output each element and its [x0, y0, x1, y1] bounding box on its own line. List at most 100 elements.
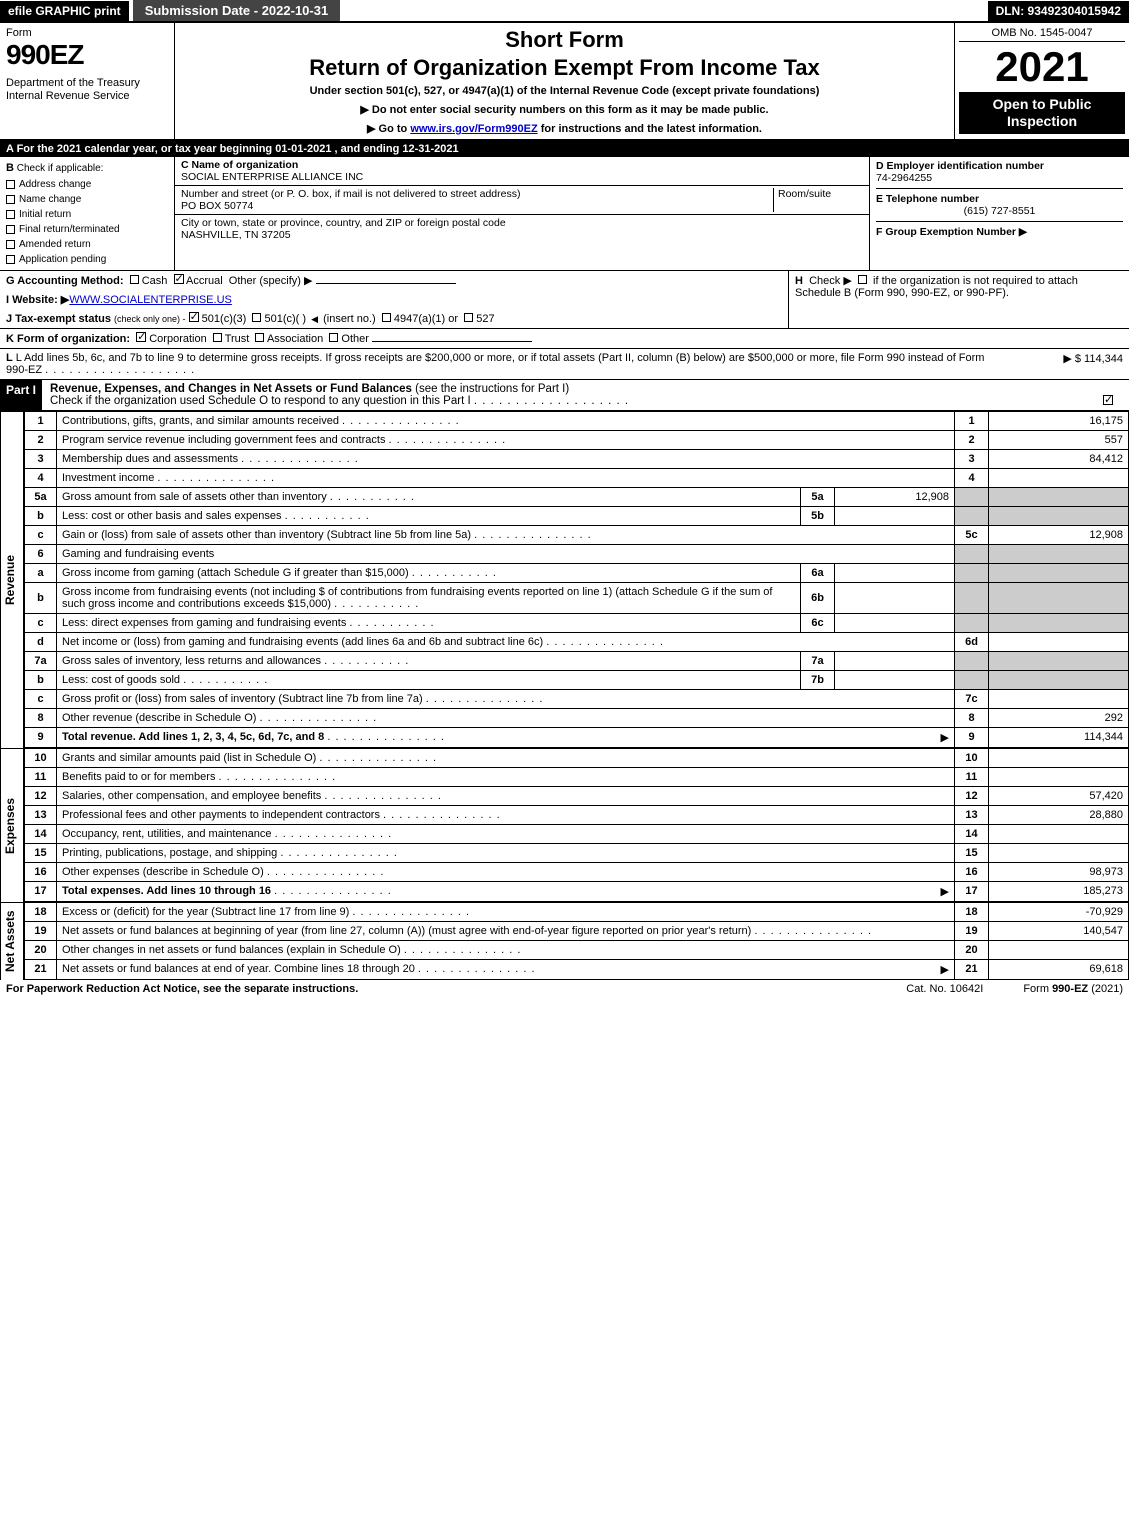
org-city: NASHVILLE, TN 37205 — [181, 229, 291, 241]
cb-application-pending[interactable]: Application pending — [6, 252, 168, 267]
line-number: 19 — [25, 921, 57, 940]
department-label: Department of the Treasury Internal Reve… — [6, 77, 168, 103]
line-desc: Less: cost or other basis and sales expe… — [57, 506, 801, 525]
header-left: Form 990EZ Department of the Treasury In… — [0, 23, 175, 139]
paperwork-notice: For Paperwork Reduction Act Notice, see … — [6, 983, 866, 995]
line-desc: Membership dues and assessments — [57, 449, 955, 468]
gross-receipts-line: L L Add lines 5b, 6c, and 7b to line 9 t… — [0, 349, 1129, 380]
line-desc: Total expenses. Add lines 10 through 16 … — [57, 881, 955, 901]
cb-501c3[interactable] — [189, 312, 199, 322]
cb-cash[interactable] — [130, 275, 139, 284]
line-desc: Contributions, gifts, grants, and simila… — [57, 411, 955, 430]
city-label: City or town, state or province, country… — [181, 217, 506, 229]
line-amount-shaded — [989, 563, 1129, 582]
line-number: 13 — [25, 805, 57, 824]
cb-schedule-b[interactable] — [858, 275, 867, 284]
table-row: cGross profit or (loss) from sales of in… — [25, 689, 1129, 708]
efile-label[interactable]: efile GRAPHIC print — [0, 1, 129, 21]
line-ref: 11 — [955, 767, 989, 786]
line-desc: Benefits paid to or for members — [57, 767, 955, 786]
line-amount: 185,273 — [989, 881, 1129, 901]
cb-other-org[interactable] — [329, 333, 338, 342]
line-number: 3 — [25, 449, 57, 468]
line-number: 12 — [25, 786, 57, 805]
cb-501c[interactable] — [252, 313, 261, 322]
line-ref: 5c — [955, 525, 989, 544]
cb-527[interactable] — [464, 313, 473, 322]
table-row: 20Other changes in net assets or fund ba… — [25, 940, 1129, 959]
website-link[interactable]: WWW.SOCIALENTERPRISE.US — [69, 294, 232, 306]
line-amount-shaded — [989, 613, 1129, 632]
line-amount-shaded — [989, 651, 1129, 670]
cb-final-return[interactable]: Final return/terminated — [6, 222, 168, 237]
line-amount: 140,547 — [989, 921, 1129, 940]
table-row: 10Grants and similar amounts paid (list … — [25, 748, 1129, 767]
cb-initial-return[interactable]: Initial return — [6, 207, 168, 222]
table-row: 14Occupancy, rent, utilities, and mainte… — [25, 824, 1129, 843]
room-label: Room/suite — [778, 188, 831, 200]
line-desc: Other expenses (describe in Schedule O) — [57, 862, 955, 881]
line-ref: 18 — [955, 902, 989, 921]
line-amount: 57,420 — [989, 786, 1129, 805]
table-row: 12Salaries, other compensation, and empl… — [25, 786, 1129, 805]
line-desc: Salaries, other compensation, and employ… — [57, 786, 955, 805]
cb-name-change[interactable]: Name change — [6, 192, 168, 207]
irs-link[interactable]: www.irs.gov/Form990EZ — [410, 123, 537, 135]
cb-trust[interactable] — [213, 333, 222, 342]
expenses-side-label: Expenses — [0, 748, 24, 902]
ein-value: 74-2964255 — [876, 172, 932, 184]
info-grid: B Check if applicable: Address change Na… — [0, 157, 1129, 271]
cb-corporation[interactable] — [136, 332, 146, 342]
table-row: 19Net assets or fund balances at beginni… — [25, 921, 1129, 940]
cb-4947[interactable] — [382, 313, 391, 322]
line-ref: 1 — [955, 411, 989, 430]
line-desc: Program service revenue including govern… — [57, 430, 955, 449]
public-inspection: Open to Public Inspection — [959, 92, 1125, 134]
form-ref: Form 990-EZ (2021) — [1023, 983, 1123, 995]
netassets-section: Net Assets 18Excess or (deficit) for the… — [0, 902, 1129, 980]
netassets-side-label: Net Assets — [0, 902, 24, 980]
line-amount: 12,908 — [989, 525, 1129, 544]
line-desc: Occupancy, rent, utilities, and maintena… — [57, 824, 955, 843]
line-amount — [989, 843, 1129, 862]
line-number: b — [25, 506, 57, 525]
line-ref-shaded — [955, 670, 989, 689]
sub-line-ref: 6c — [801, 613, 835, 632]
table-row: 5aGross amount from sale of assets other… — [25, 487, 1129, 506]
line-number: d — [25, 632, 57, 651]
line-number: 21 — [25, 959, 57, 979]
subtitle: Under section 501(c), 527, or 4947(a)(1)… — [183, 85, 946, 97]
cb-accrual[interactable] — [174, 274, 184, 284]
line-ref: 21 — [955, 959, 989, 979]
catalog-number: Cat. No. 10642I — [866, 983, 1023, 995]
line-ref: 9 — [955, 727, 989, 747]
tel-label: E Telephone number — [876, 193, 979, 205]
table-row: 17Total expenses. Add lines 10 through 1… — [25, 881, 1129, 901]
line-amount: 557 — [989, 430, 1129, 449]
line-desc: Gross amount from sale of assets other t… — [57, 487, 801, 506]
table-row: 3Membership dues and assessments 384,412 — [25, 449, 1129, 468]
line-amount: -70,929 — [989, 902, 1129, 921]
schedule-b-check: H Check ▶ if the organization is not req… — [789, 271, 1129, 328]
cb-schedule-o[interactable] — [1103, 395, 1113, 405]
line-amount-shaded — [989, 582, 1129, 613]
page-footer: For Paperwork Reduction Act Notice, see … — [0, 980, 1129, 998]
sub-line-value — [835, 670, 955, 689]
revenue-table: 1Contributions, gifts, grants, and simil… — [24, 411, 1129, 748]
table-row: 13Professional fees and other payments t… — [25, 805, 1129, 824]
table-row: bLess: cost or other basis and sales exp… — [25, 506, 1129, 525]
revenue-section: Revenue 1Contributions, gifts, grants, a… — [0, 411, 1129, 748]
cb-association[interactable] — [255, 333, 264, 342]
line-number: 16 — [25, 862, 57, 881]
line-ref-shaded — [955, 563, 989, 582]
line-desc: Grants and similar amounts paid (list in… — [57, 748, 955, 767]
cb-address-change[interactable]: Address change — [6, 177, 168, 192]
line-ref: 19 — [955, 921, 989, 940]
line-amount — [989, 468, 1129, 487]
line-ref: 14 — [955, 824, 989, 843]
line-desc: Gross profit or (loss) from sales of inv… — [57, 689, 955, 708]
line-number: 9 — [25, 727, 57, 747]
line-number: 5a — [25, 487, 57, 506]
cb-amended-return[interactable]: Amended return — [6, 237, 168, 252]
return-title: Return of Organization Exempt From Incom… — [183, 55, 946, 81]
